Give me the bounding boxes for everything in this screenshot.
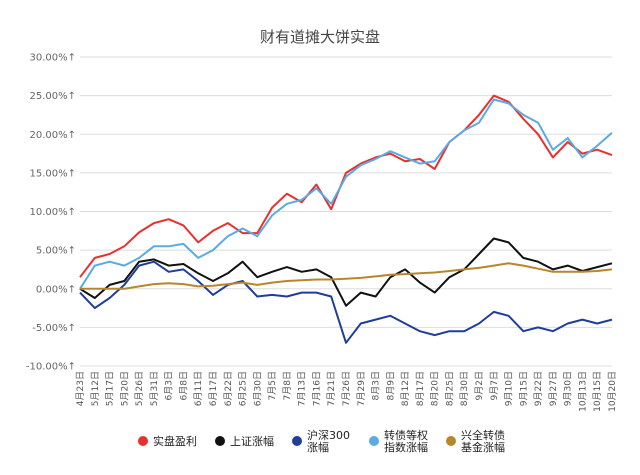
y-tick-label: 5.00%↑ (36, 246, 76, 257)
x-tick-label: 5月26日 (134, 371, 145, 406)
x-tick-label: 8月25日 (444, 371, 455, 406)
x-tick-label: 6月25日 (238, 371, 249, 406)
x-tick-label: 6月11日 (193, 371, 204, 406)
x-tick-label: 4月23日 (75, 371, 86, 406)
y-axis-ticks: -10.00%↑ -5.00%↑ 0.00%↑ 5.00%↑ 10.00%↑ 15.00%… (26, 53, 76, 373)
grid-lines (80, 56, 612, 367)
x-axis-ticks: 4月23日 5月12日 5月17日 5月20日 5月26日 5月31日 6月3日 6月8日 6月… (75, 371, 618, 412)
legend-label: 转债等权 (384, 428, 428, 442)
x-tick-label: 7月21日 (326, 371, 337, 406)
x-tick-label: 9月15日 (518, 371, 529, 406)
x-tick-label: 5月31日 (149, 371, 160, 406)
x-tick-label: 7月26日 (341, 371, 352, 406)
x-tick-label: 8月17日 (415, 371, 426, 406)
legend-label: 涨幅 (307, 441, 329, 454)
x-tick-label: 9月27日 (548, 371, 559, 406)
legend-marker (292, 436, 302, 446)
x-tick-label: 7月29日 (356, 371, 367, 406)
legend-label: 沪深300 (307, 428, 350, 442)
x-tick-label: 10月13日 (577, 371, 588, 412)
x-tick-label: 7月8日 (282, 371, 293, 400)
series-line-1 (79, 94, 613, 278)
x-tick-label: 9月10日 (504, 371, 515, 406)
x-tick-label: 6月3日 (164, 371, 175, 400)
series-line-5 (80, 262, 613, 290)
legend-marker (138, 436, 148, 446)
legend-marker (369, 436, 379, 446)
legend-label: 兴全转债 (461, 428, 505, 442)
legend-label: 基金涨幅 (461, 440, 505, 454)
x-tick-label: 7月16日 (311, 371, 322, 406)
y-tick-label: 15.00%↑ (29, 168, 76, 179)
y-tick-label: -5.00%↑ (32, 323, 76, 334)
y-tick-label: 20.00%↑ (29, 130, 76, 141)
legend-marker (446, 436, 456, 446)
y-tick-label: -10.00%↑ (26, 362, 76, 373)
legend-marker (215, 436, 225, 446)
x-tick-label: 8月3日 (371, 371, 382, 400)
x-tick-label: 10月15日 (592, 371, 603, 412)
x-tick-label: 6月17日 (208, 371, 219, 406)
x-tick-label: 8月12日 (400, 371, 411, 406)
x-tick-label: 9月22日 (533, 371, 544, 406)
x-tick-label: 5月12日 (90, 371, 101, 406)
x-tick-label: 7月13日 (297, 371, 308, 406)
x-tick-label: 6月30日 (252, 371, 263, 406)
series-line-3 (79, 260, 613, 344)
x-tick-label: 5月17日 (105, 371, 116, 406)
x-tick-label: 8月30日 (459, 371, 470, 406)
series-line-2 (79, 237, 613, 307)
series-line-4 (79, 98, 613, 290)
legend-label: 上证涨幅 (230, 435, 274, 448)
x-tick-label: 6月22日 (223, 371, 234, 406)
x-tick-label: 7月5日 (267, 371, 278, 400)
x-tick-label: 5月20日 (119, 371, 130, 406)
y-tick-label: 25.00%↑ (29, 91, 76, 102)
y-tick-label: 10.00%↑ (29, 207, 76, 218)
x-tick-label: 10月20日 (607, 371, 618, 412)
x-tick-label: 8月20日 (430, 371, 441, 406)
legend-label: 实盘盈利 (153, 434, 197, 448)
series-lines (79, 94, 613, 344)
x-tick-label: 6月8日 (178, 371, 189, 400)
chart-title: 财有道摊大饼实盘 (260, 28, 380, 46)
x-tick-label: 9月2日 (474, 371, 485, 400)
x-tick-label: 9月7日 (489, 371, 500, 400)
legend-label: 指数涨幅 (384, 440, 428, 454)
y-tick-label: 0.00%↑ (36, 284, 76, 295)
x-tick-label: 9月30日 (563, 371, 574, 406)
y-tick-label: 30.00%↑ (29, 53, 76, 64)
x-tick-label: 8月9日 (385, 371, 396, 400)
